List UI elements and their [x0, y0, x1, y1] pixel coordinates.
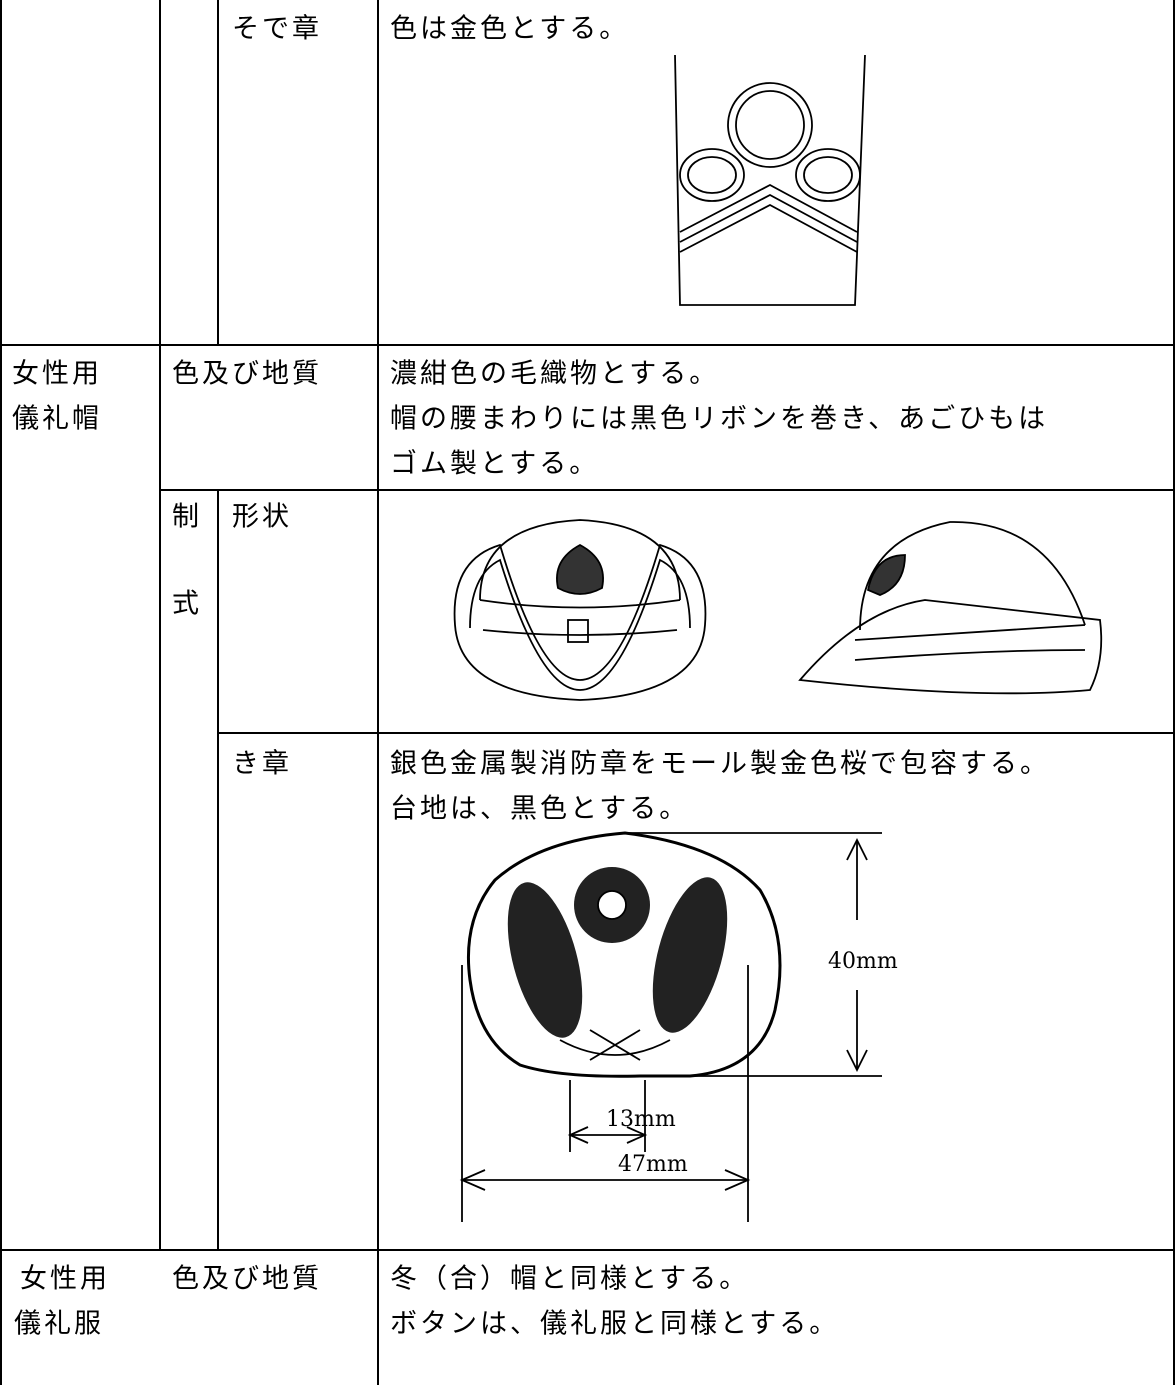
cell-text: 冬（合）帽と同様とする。 — [390, 1264, 749, 1295]
cell-label: 儀礼服 — [14, 1309, 104, 1340]
cell-text: 銀色金属製消防章をモール製金色桜で包容する。 — [390, 749, 1050, 780]
cell-label: き章 — [232, 749, 292, 780]
cell-label: 色及び地質 — [172, 359, 322, 390]
cell-text: ゴム製とする。 — [390, 449, 599, 480]
cell-label: 色及び地質 — [172, 1264, 322, 1295]
cell-label: 女性用 — [12, 359, 102, 390]
cell-text: 濃紺色の毛織物とする。 — [390, 359, 719, 390]
cell-text: 台地は、黒色とする。 — [390, 794, 689, 825]
dimension-label: 47mm — [618, 1152, 688, 1177]
badge-drawing — [459, 831, 882, 1222]
sleeve-drawing — [674, 54, 866, 306]
cell-label: 形状 — [232, 502, 292, 533]
cell-label: 制 — [172, 502, 202, 533]
cell-label: 女性用 — [20, 1264, 110, 1295]
cell-label: 儀礼帽 — [12, 404, 102, 435]
cell-label: そで章 — [232, 14, 322, 45]
hat-drawings — [453, 519, 1103, 701]
cell-label: 式 — [172, 589, 202, 620]
cell-text: 帽の腰まわりには黒色リボンを巻き、あごひもは — [390, 404, 1048, 435]
dimension-label: 40mm — [828, 949, 898, 974]
dimension-label: 13mm — [606, 1107, 676, 1132]
cell-text: 色は金色とする。 — [390, 14, 629, 45]
cell-text: ボタンは、儀礼服と同様とする。 — [390, 1309, 839, 1340]
